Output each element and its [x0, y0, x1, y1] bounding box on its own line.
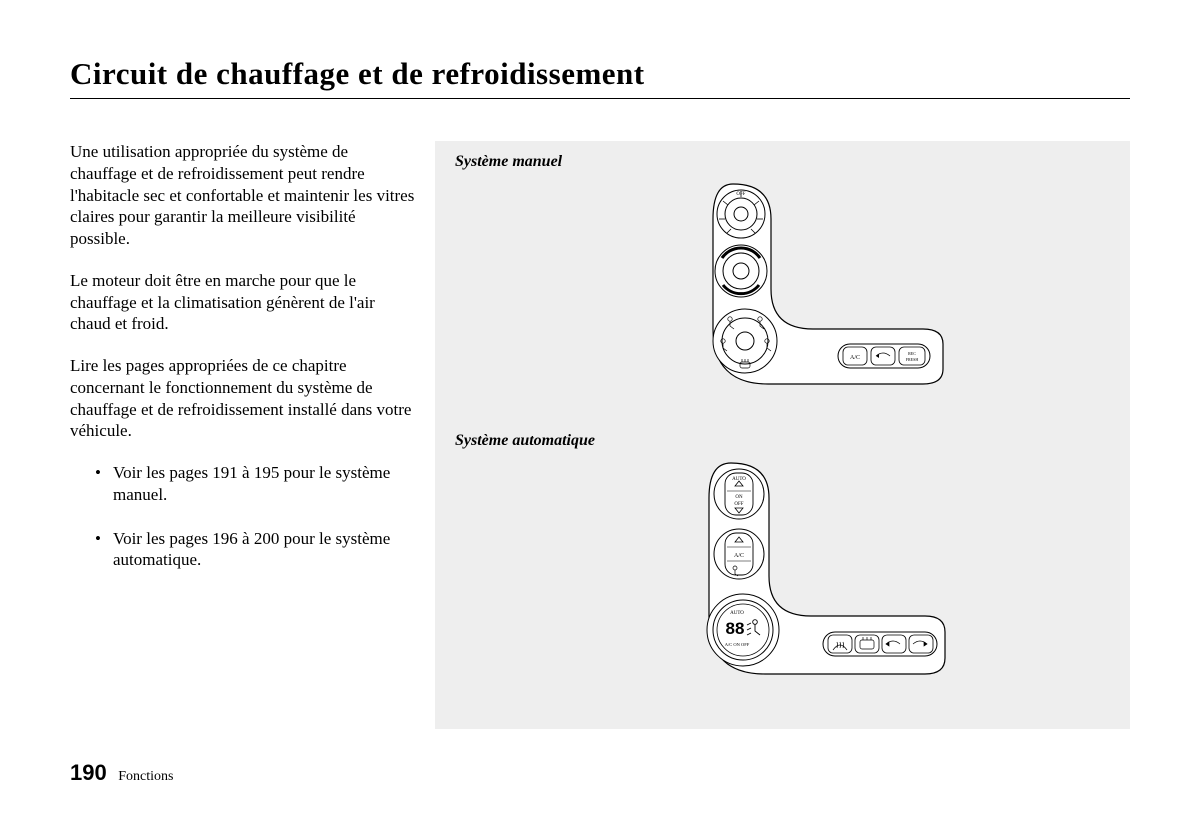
page-number: 190 [70, 760, 107, 785]
paragraph-1: Une utilisation appropriée du système de… [70, 141, 415, 250]
figure-panel: Système manuel OFF [435, 141, 1130, 729]
bullet-auto-ref: Voir les pages 196 à 200 pour le système… [95, 528, 415, 572]
diagram-manual: OFF [455, 179, 1110, 404]
page-footer: 190 Fonctions [70, 760, 173, 786]
text-column: Une utilisation appropriée du système de… [70, 141, 415, 729]
btn-ac-label: A/C [849, 355, 859, 361]
display-sub-label: A/C ON OFF [724, 642, 749, 647]
paragraph-3: Lire les pages appropriées de ce chapitr… [70, 355, 415, 442]
title-rule [70, 98, 1130, 99]
figure-label-manual: Système manuel [455, 153, 1110, 171]
figure-label-auto: Système automatique [455, 432, 1110, 450]
svg-text:FRESH: FRESH [905, 357, 918, 362]
footer-section: Fonctions [118, 769, 173, 784]
bullet-list: Voir les pages 191 à 195 pour le système… [70, 462, 415, 571]
auto-ac-label: A/C [733, 553, 743, 559]
svg-text:OFF: OFF [734, 502, 743, 507]
content-columns: Une utilisation appropriée du système de… [70, 141, 1130, 729]
page-title: Circuit de chauffage et de refroidisseme… [70, 56, 1130, 92]
display-auto-label: AUTO [730, 611, 744, 616]
display-temp-value: 88 [725, 619, 744, 638]
svg-text:ON: ON [735, 495, 743, 500]
bullet-manual-ref: Voir les pages 191 à 195 pour le système… [95, 462, 415, 506]
diagram-auto: AUTO ON OFF A/C [455, 458, 1110, 693]
svg-text:REC: REC [908, 351, 916, 356]
paragraph-2: Le moteur doit être en marche pour que l… [70, 270, 415, 335]
